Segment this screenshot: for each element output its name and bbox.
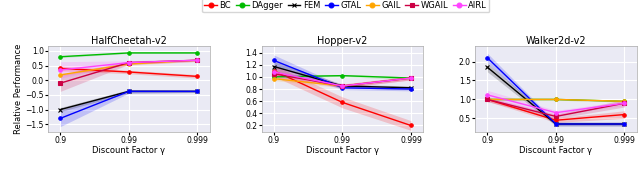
Title: Hopper-v2: Hopper-v2 (317, 36, 367, 46)
Title: HalfCheetah-v2: HalfCheetah-v2 (91, 36, 167, 46)
X-axis label: Discount Factor γ: Discount Factor γ (520, 146, 593, 155)
X-axis label: Discount Factor γ: Discount Factor γ (306, 146, 379, 155)
Y-axis label: Relative Performance: Relative Performance (13, 44, 22, 134)
Title: Walker2d-v2: Walker2d-v2 (525, 36, 586, 46)
Legend: BC, DAgger, FEM, GTAL, GAIL, WGAIL, AIRL: BC, DAgger, FEM, GTAL, GAIL, WGAIL, AIRL (202, 0, 490, 12)
X-axis label: Discount Factor γ: Discount Factor γ (92, 146, 165, 155)
